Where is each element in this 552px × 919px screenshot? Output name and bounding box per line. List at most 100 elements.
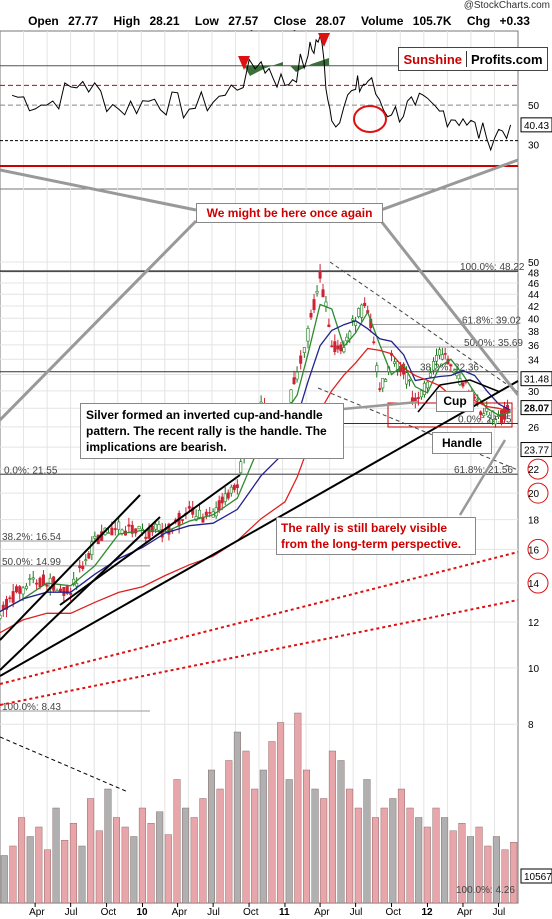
price-axis-tick: 40 (528, 314, 540, 325)
candle-body (81, 565, 85, 570)
volume-bar (372, 817, 380, 904)
red-down-arrow-icon (238, 56, 250, 70)
candle-body (117, 521, 121, 530)
price-axis-tick: 16 (528, 545, 540, 556)
candle-body (318, 270, 322, 279)
candle-body (154, 523, 158, 530)
price-axis-tick: 34 (528, 355, 540, 366)
candle-body (333, 341, 337, 353)
candle-body (479, 411, 483, 416)
candle-body (65, 586, 69, 594)
candle-body (35, 582, 39, 585)
fib-100-top-label: 100.0%: 48.22 (460, 262, 525, 273)
candle-body (440, 354, 444, 360)
candle-body (113, 528, 117, 530)
price-axis-tick: 10 (528, 664, 540, 675)
price-axis-tick: 44 (528, 290, 540, 301)
axis-circle-marker (527, 572, 549, 594)
candle-body (363, 302, 367, 307)
candle-body (11, 591, 15, 603)
volume-bar (397, 788, 405, 904)
volume-bar (182, 807, 190, 904)
axis-circle-marker (527, 482, 549, 504)
volume-bar (268, 741, 276, 904)
volume-bar (484, 845, 492, 904)
volume-label: Volume 105.7K (361, 14, 452, 28)
candle-body (461, 382, 465, 387)
candle-body (309, 312, 313, 318)
price-axis-tick: 30 (528, 387, 540, 398)
rsi-line (11, 34, 512, 152)
volume-bar (26, 836, 34, 904)
price-axis-tick: 20 (528, 489, 540, 500)
candle-body (187, 506, 191, 509)
candle-body (336, 345, 340, 350)
candle-body (18, 586, 22, 594)
volume-bar (104, 788, 112, 904)
axis-circle-marker (527, 538, 549, 560)
candle-body (93, 535, 97, 539)
rsi-axis-tick: 50 (528, 101, 540, 112)
x-tick-label: Jul (350, 907, 363, 918)
candle-body (45, 584, 49, 587)
volume-bar (242, 750, 250, 904)
candle-body (413, 397, 417, 402)
sunshine-profits-logo: Sunshine Profits.com (398, 47, 548, 71)
low-label: Low 27.57 (194, 14, 259, 28)
fib-0-left-label: 0.0%: 21.55 (4, 465, 58, 476)
candle-body (127, 524, 131, 527)
candle-body (384, 379, 388, 383)
ma-100-line (0, 319, 511, 613)
price-axis-tick: 26 (528, 423, 540, 434)
x-tick-label: 11 (279, 907, 290, 918)
volume-bar (207, 769, 215, 904)
candle-body (378, 388, 382, 390)
candle-body (410, 397, 414, 402)
volume-bar (18, 817, 26, 904)
rsi-last-value: 40.43 (524, 121, 549, 132)
downtrend-channel-lower (317, 387, 519, 471)
volume-last-value-box (520, 868, 552, 884)
candle-body (78, 565, 82, 569)
x-tick-label: Jul (65, 907, 78, 918)
candle-body (431, 361, 435, 371)
volume-bar (449, 830, 457, 904)
price-axis-tick: 38 (528, 327, 540, 338)
volume-bar (259, 769, 267, 904)
candle-body (428, 372, 432, 378)
fib-618-label: 61.8%: 39.02 (462, 316, 521, 327)
close-label: Close 28.07 (273, 14, 346, 28)
rsi-overbought-fill (290, 58, 329, 72)
red-dotted-trendline-upper (0, 551, 519, 685)
candle-body (292, 377, 296, 385)
candle-body (321, 289, 325, 298)
fib-0-right-label: 0.0%: 26.35 (458, 415, 512, 426)
candle-body (229, 486, 233, 494)
here-again-callout-line (0, 219, 198, 422)
x-tick-label: Jul (492, 907, 505, 918)
candle-body (69, 592, 73, 595)
black-trendline (0, 494, 141, 641)
volume-bar (346, 788, 354, 904)
candle-body (137, 525, 141, 530)
candle-body (449, 364, 453, 367)
fib-382-left-label: 38.2%: 16.54 (2, 532, 61, 543)
volume-bar (311, 788, 319, 904)
candle-body (324, 301, 328, 307)
candle-body (438, 349, 442, 356)
candle-body (75, 583, 79, 587)
candle-body (422, 382, 426, 395)
volume-bar (9, 845, 17, 904)
x-tick-label: 12 (421, 907, 433, 918)
black-trendline (0, 380, 519, 677)
handle-label: Handle (432, 432, 492, 454)
volume-bar (130, 836, 138, 904)
candle-body (327, 324, 331, 328)
price-axis-tick: 18 (528, 516, 540, 527)
here-again-note: We might be here once again (196, 203, 383, 223)
fib-50-label: 50.0%: 35.69 (464, 338, 523, 349)
x-tick-label: Oct (386, 907, 402, 918)
candle-body (306, 328, 310, 342)
candle-body (31, 577, 35, 580)
volume-bar (69, 823, 77, 904)
